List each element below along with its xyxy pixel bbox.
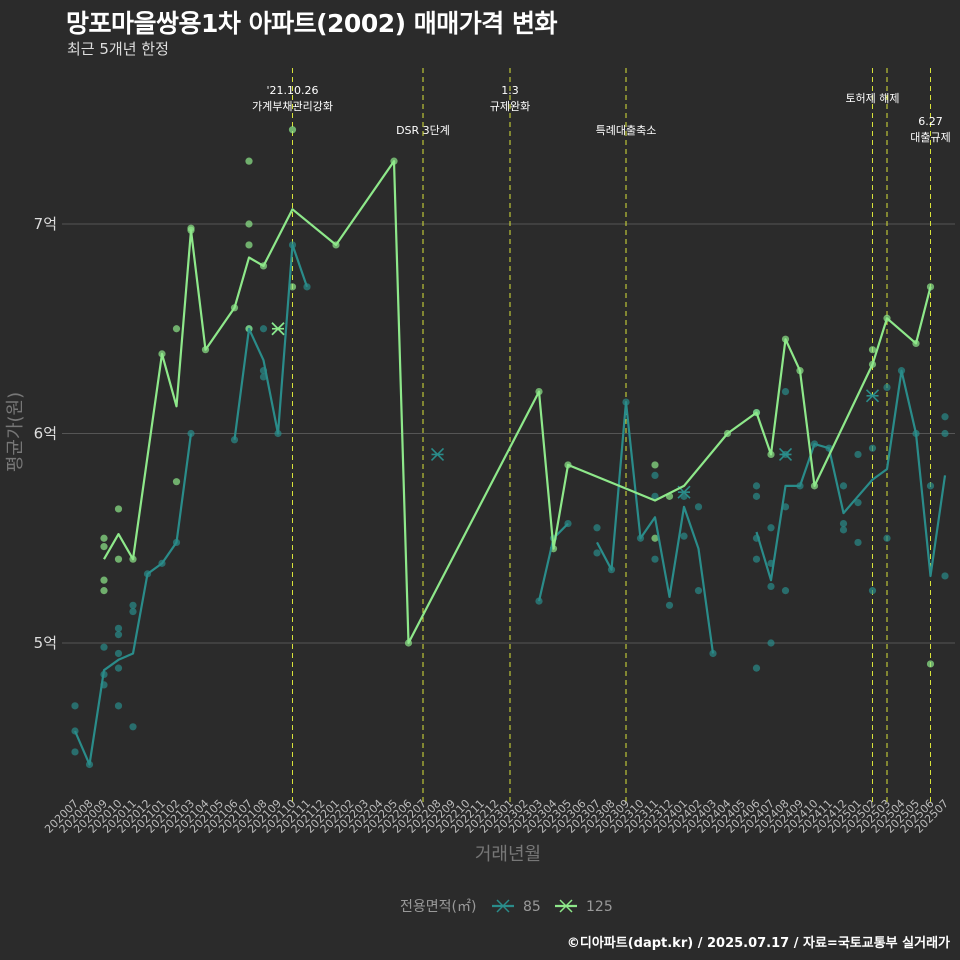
data-point-85 [259, 373, 268, 381]
legend-label-125: 125 [586, 899, 613, 915]
data-point-85 [100, 643, 108, 651]
series-line-85 [233, 243, 309, 440]
data-point-85 [114, 702, 123, 710]
y-tick-label: 5억 [34, 634, 57, 652]
data-point-85 [680, 532, 688, 540]
legend-swatch-125 [559, 899, 573, 913]
data-point-85 [259, 325, 268, 333]
data-point-85 [839, 519, 848, 528]
series-lines [73, 160, 947, 766]
event-label: 6.27 [918, 115, 943, 128]
data-point-125 [100, 576, 108, 584]
data-point-125 [245, 157, 253, 165]
data-point-85 [665, 601, 674, 609]
series-line-85 [596, 401, 715, 654]
series-line-85 [73, 433, 193, 766]
event-label: 1.3 [501, 84, 519, 97]
data-point-85 [303, 283, 311, 291]
data-point-85 [694, 503, 703, 511]
data-point-85 [71, 748, 79, 756]
data-point-125 [245, 241, 253, 249]
data-point-85 [129, 601, 137, 609]
event-label: 특례대출축소 [596, 124, 657, 137]
data-point-85 [651, 471, 659, 479]
data-point-85 [839, 482, 848, 490]
data-point-85 [129, 607, 137, 616]
y-axis-title: 평균가(원) [5, 392, 26, 472]
data-point-85 [767, 639, 775, 647]
event-label: '21.10.26 [266, 84, 318, 97]
event-label: 대출규제 [910, 131, 950, 144]
series-line-125 [103, 160, 932, 645]
data-point-85 [651, 492, 659, 500]
source-caption: ©디아파트(dapt.kr) / 2025.07.17 / 자료=국토교통부 실… [566, 936, 950, 951]
data-point-85 [941, 429, 949, 438]
chart-subtitle: 최근 5개년 한정 [67, 40, 169, 58]
data-point-85 [114, 624, 123, 632]
data-point-85 [71, 702, 79, 710]
data-point-85 [854, 538, 862, 547]
data-point-85 [114, 664, 123, 672]
data-point-85 [941, 413, 949, 421]
legend-swatch-85 [496, 899, 510, 913]
data-point-85 [752, 492, 761, 500]
data-point-85 [854, 499, 862, 507]
data-point-125 [651, 534, 659, 542]
event-label: 가계부채관리강화 [252, 100, 333, 113]
data-point-125 [172, 325, 181, 333]
data-point-85 [694, 587, 703, 595]
data-point-125 [651, 461, 659, 469]
data-point-125 [245, 220, 253, 228]
data-point-85 [941, 572, 949, 580]
legend-title: 전용면적(㎡) [400, 899, 476, 915]
y-tick-label: 6억 [34, 425, 57, 443]
data-point-85 [114, 631, 123, 639]
data-point-85 [593, 524, 601, 532]
data-point-85 [114, 649, 123, 658]
y-tick-label: 7억 [34, 215, 57, 233]
data-point-85 [883, 534, 891, 542]
legend: 전용면적(㎡) 85 125 [400, 899, 613, 915]
data-point-125 [172, 478, 181, 486]
data-point-85 [868, 444, 877, 452]
gridlines [62, 223, 955, 644]
data-point-125 [100, 587, 108, 595]
data-point-125 [114, 555, 123, 563]
data-point-85 [752, 555, 761, 563]
data-point-125 [114, 505, 123, 513]
chart-title: 망포마을쌍용1차 아파트(2002) 매매가격 변화 [66, 9, 557, 38]
data-point-125 [926, 660, 935, 668]
x-axis: 2020072020082020092020102020112020122021… [42, 797, 951, 836]
data-point-125 [100, 534, 108, 542]
event-label: DSR 3단계 [396, 124, 450, 137]
data-point-85 [854, 450, 862, 459]
y-axis: 5억 6억 7억 [34, 215, 57, 652]
data-point-85 [781, 388, 790, 396]
data-point-125 [288, 283, 297, 291]
data-point-85 [781, 587, 790, 595]
legend-label-85: 85 [523, 899, 541, 915]
data-point-125 [100, 543, 108, 551]
event-label: 규제완화 [490, 100, 530, 113]
event-label: 토허제 해제 [845, 91, 899, 105]
data-point-85 [752, 482, 761, 490]
data-point-125 [288, 126, 297, 134]
data-point-85 [129, 723, 137, 731]
data-point-85 [752, 664, 761, 672]
data-point-85 [883, 383, 891, 392]
series-line-85 [755, 369, 947, 582]
data-point-85 [651, 555, 659, 563]
data-point-85 [926, 482, 935, 490]
data-point-85 [868, 587, 877, 595]
x-axis-title: 거래년월 [475, 844, 541, 865]
data-point-125 [868, 346, 877, 354]
data-point-85 [767, 582, 775, 591]
data-point-85 [781, 503, 790, 511]
data-point-85 [767, 524, 775, 532]
data-point-85 [839, 526, 848, 534]
data-point-85 [593, 549, 601, 557]
